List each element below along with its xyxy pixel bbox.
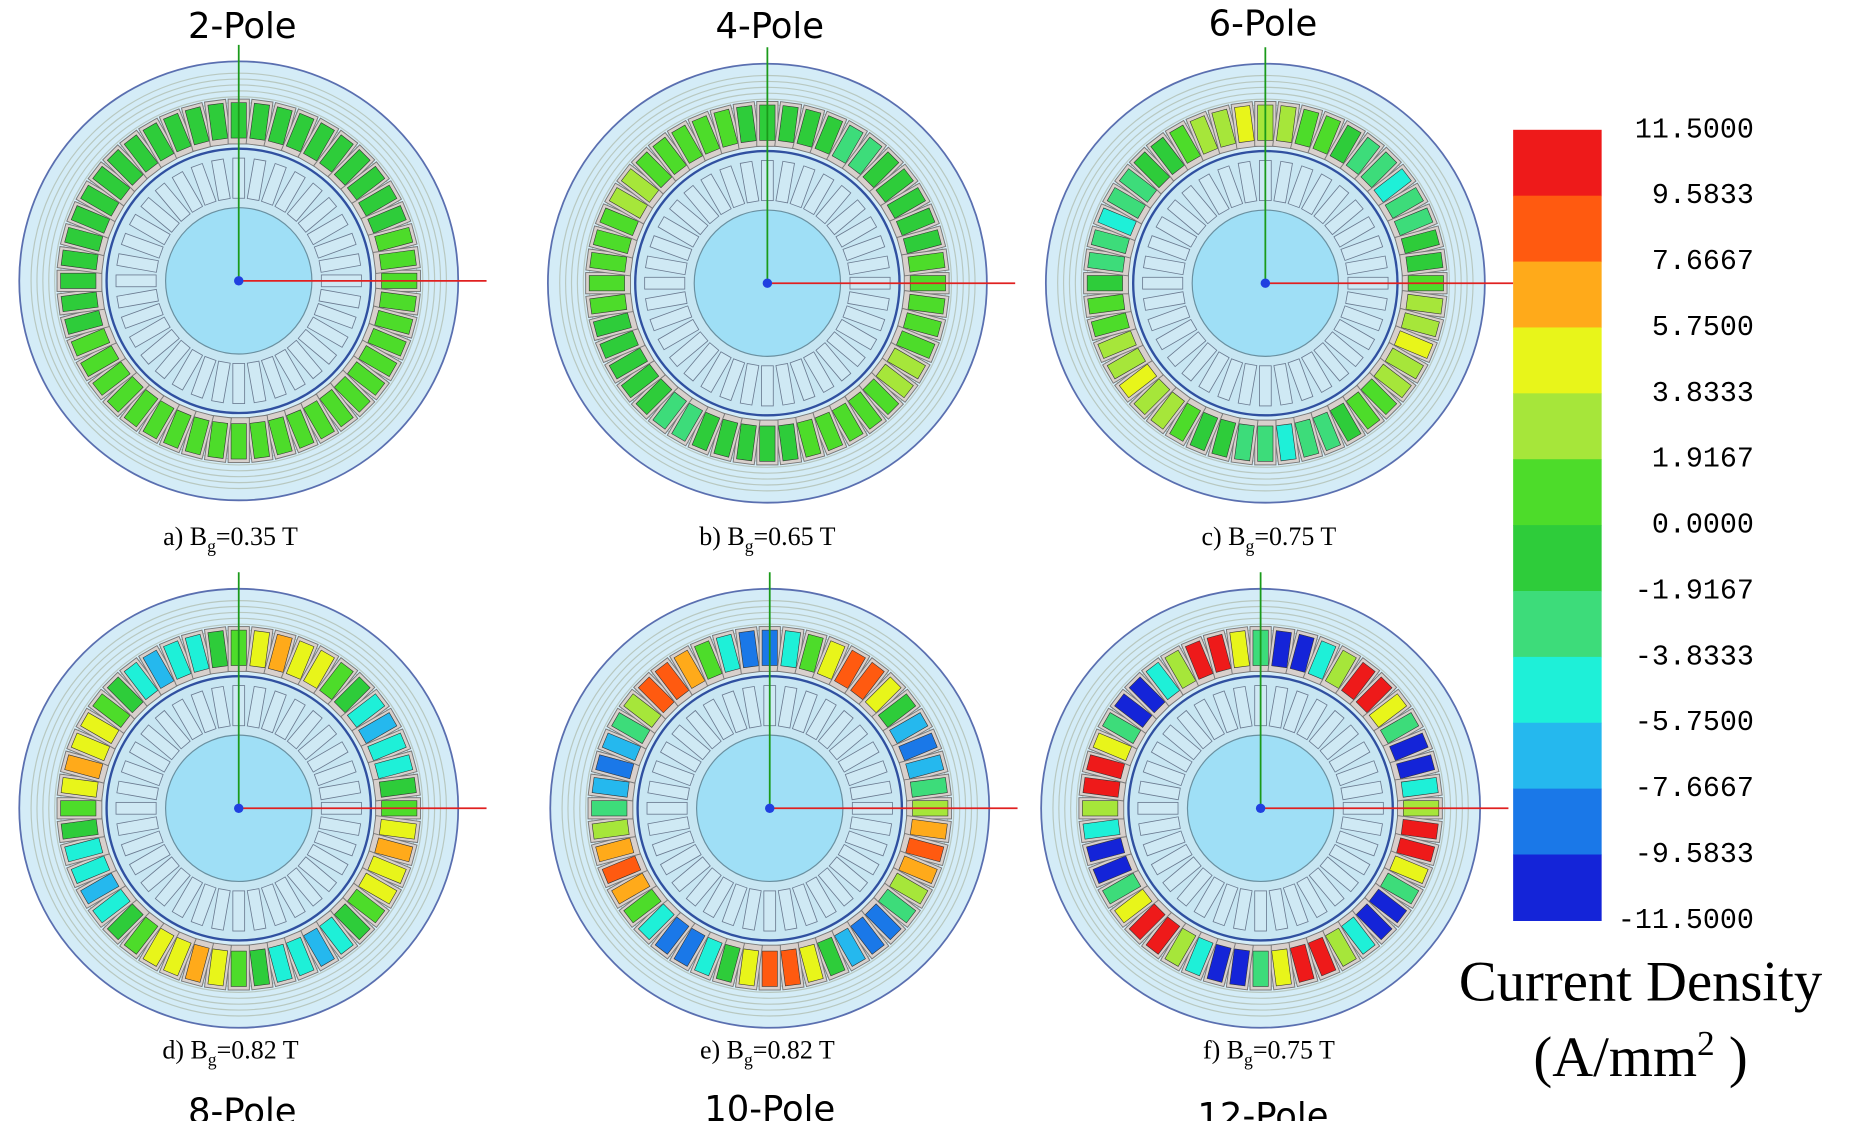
caption-rest: =0.75 T [1254,522,1336,551]
caption-rest: =0.35 T [216,522,298,551]
origin [1256,804,1265,813]
caption: e) Bg=0.82 T [700,1035,835,1069]
rotor-bar [1143,277,1183,289]
figure: 2-Polea) Bg=0.35 T4-Poleb) Bg=0.65 T6-Po… [0,0,1851,1121]
origin [765,804,774,813]
pole-label: 12-Pole [1197,1096,1328,1121]
slot [762,951,777,986]
motor-plot [19,45,486,500]
colorbar-label: -5.7500 [1635,706,1754,739]
slot [1082,801,1117,816]
slot [231,424,246,459]
caption-prefix: e) B [700,1035,744,1064]
motor-plot [548,47,1015,502]
pole-label: 2-Pole [188,6,297,47]
caption-sub: g [1245,536,1254,556]
caption-rest: =0.82 T [753,1035,835,1064]
rotor-bar [116,802,156,814]
slot [61,801,96,816]
rotor-bar [1255,891,1267,931]
colorbar-label: 1.9167 [1652,443,1754,476]
slot [1253,951,1268,986]
colorbar-label: 7.6667 [1652,245,1754,278]
colorbar-swatch [1513,591,1602,657]
caption-sub: g [207,536,216,556]
pole-label: 8-Pole [188,1091,297,1121]
caption-sub: g [1244,1050,1253,1070]
rotor-bar [1138,802,1178,814]
caption-prefix: c) B [1202,522,1246,551]
colorbar-swatch [1513,789,1602,855]
caption-rest: =0.65 T [754,522,836,551]
colorbar-swatch [1513,525,1602,591]
colorbar-label: 0.0000 [1652,509,1754,542]
rotor-bar [764,891,776,931]
motor-plot [19,572,486,1027]
caption-rest: =0.75 T [1253,1035,1335,1064]
slot [231,951,246,986]
rotor-bar [233,891,245,931]
caption: f) Bg=0.75 T [1203,1035,1335,1069]
pole-label: 6-Pole [1209,3,1318,44]
colorbar-label: 11.5000 [1635,113,1754,146]
rotor-bar [1259,366,1271,406]
slot [1087,276,1122,291]
slot [592,801,627,816]
rotor-bar [116,275,156,287]
colorbar-label: 9.5833 [1652,179,1754,212]
unit-suffix: ) [1715,1027,1748,1089]
motor-plot [1041,572,1508,1027]
caption: b) Bg=0.65 T [699,522,835,556]
caption-prefix: f) B [1203,1035,1244,1064]
colorbar-swatch [1513,262,1602,328]
colorbar-swatch [1513,196,1602,262]
motor-plot [550,572,1017,1027]
caption-sub: g [745,536,754,556]
colorbar-swatch [1513,327,1602,393]
colorbar-label: 5.7500 [1652,311,1754,344]
unit-sup: 2 [1697,1023,1715,1063]
slot [760,426,775,461]
colorbar-swatch [1513,723,1602,789]
colorbar-label: -11.5000 [1618,904,1754,937]
colorbar-label: -3.8333 [1635,640,1754,673]
motor-plot [1046,47,1513,502]
caption: c) Bg=0.75 T [1202,522,1337,556]
caption-prefix: a) B [163,522,207,551]
origin [234,804,243,813]
colorbar-label: -7.6667 [1635,772,1754,805]
unit-prefix: (A/mm [1533,1027,1697,1089]
slot [589,276,624,291]
colorbar-unit: (A/mm2 ) [1533,1023,1747,1089]
caption-prefix: d) B [162,1035,207,1064]
colorbar-label: -9.5833 [1635,838,1754,871]
colorbar-label: 3.8333 [1652,377,1754,410]
pole-label: 10-Pole [704,1089,835,1121]
origin [1261,278,1270,287]
caption-prefix: b) B [699,522,744,551]
pole-label: 4-Pole [715,6,824,47]
slot [61,273,96,288]
colorbar-title: Current Density [1459,952,1823,1014]
colorbar-swatch [1513,459,1602,525]
colorbar-swatch [1513,393,1602,459]
slot [1258,426,1273,461]
caption: d) Bg=0.82 T [162,1035,298,1069]
rotor-bar [645,277,685,289]
caption-sub: g [744,1050,753,1070]
caption-sub: g [208,1050,217,1070]
colorbar-label: -1.9167 [1635,574,1754,607]
caption: a) Bg=0.35 T [163,522,298,556]
origin [234,276,243,285]
colorbar-swatch [1513,855,1602,921]
colorbar-swatch [1513,130,1602,196]
rotor-bar [761,366,773,406]
rotor-bar [647,802,687,814]
rotor-bar [233,363,245,403]
origin [763,278,772,287]
colorbar-swatch [1513,657,1602,723]
caption-rest: =0.82 T [217,1035,299,1064]
